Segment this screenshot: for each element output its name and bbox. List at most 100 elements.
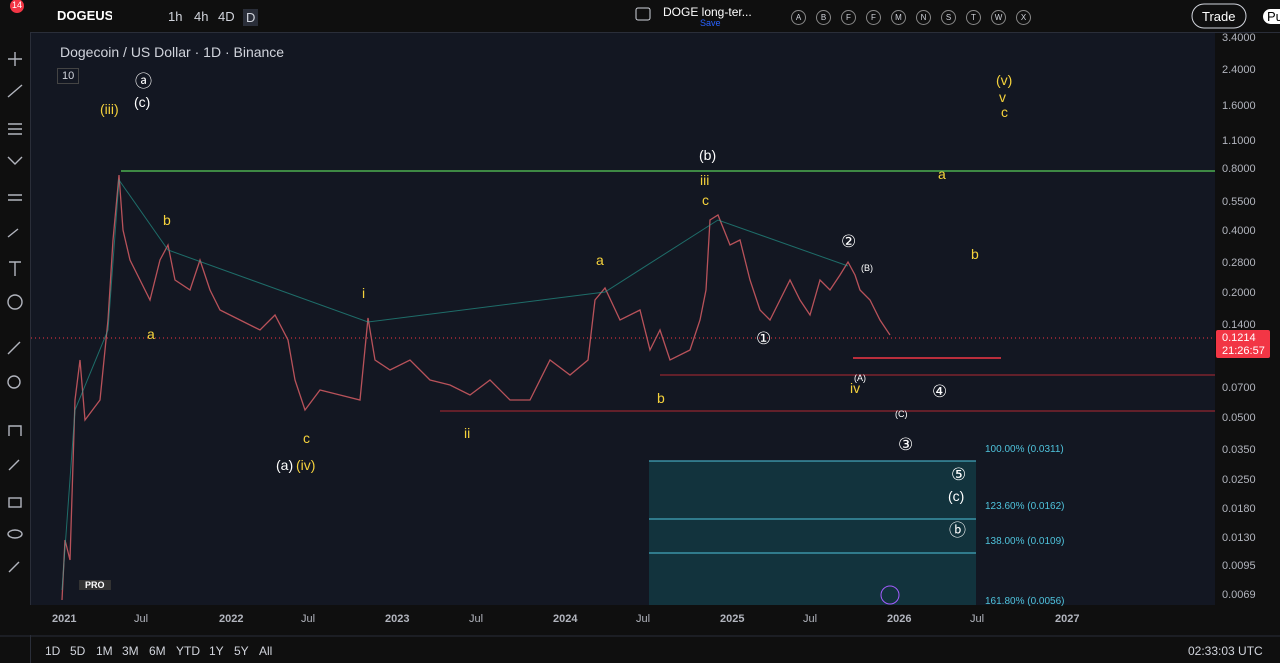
- publish-button[interactable]: Pu: [1263, 9, 1280, 24]
- wave-label: (c): [948, 488, 965, 504]
- price-path: [61, 174, 891, 601]
- wave-label: iv: [850, 380, 861, 396]
- price-label: 0.0130: [1222, 532, 1256, 544]
- wave-label: (iii): [100, 101, 119, 117]
- fib-label: 100.00% (0.0311): [985, 444, 1064, 455]
- logo: PRO: [79, 580, 111, 590]
- wave-label: i: [362, 285, 366, 301]
- wave-label: (b): [699, 147, 717, 163]
- time-label: Jul: [636, 613, 651, 625]
- range-button[interactable]: 5D: [70, 644, 86, 658]
- countdown: 21:26:57: [1222, 345, 1265, 357]
- wave-label: a: [147, 326, 155, 342]
- wave-label: (C): [895, 409, 908, 419]
- alert-letter[interactable]: S: [941, 10, 956, 25]
- layout-icon: [635, 7, 651, 21]
- range-button[interactable]: All: [259, 644, 273, 658]
- clock: 02:33:03 UTC: [1188, 644, 1263, 658]
- fib-label: 138.00% (0.0109): [985, 536, 1065, 547]
- time-label: Jul: [134, 613, 149, 625]
- price-label: 0.0500: [1222, 412, 1256, 424]
- price-label: 0.0700: [1222, 382, 1256, 394]
- drawing-toolbar: [0, 32, 31, 663]
- assistant-icon[interactable]: [880, 585, 900, 605]
- price-path-up: [61, 178, 849, 591]
- legend-title: Dogecoin / US Dollar · 1D · Binance: [60, 44, 285, 60]
- range-button[interactable]: 3M: [122, 644, 139, 658]
- layout-name[interactable]: DOGE long-ter...: [663, 5, 752, 19]
- interval[interactable]: 1h: [168, 9, 183, 24]
- wave-label: (A): [854, 373, 866, 383]
- time-label: 2025: [720, 613, 745, 625]
- legend-collapse[interactable]: 10: [57, 68, 80, 84]
- time-label: Jul: [970, 613, 985, 625]
- badge: 14: [12, 0, 23, 10]
- alert-letter[interactable]: A: [791, 10, 806, 25]
- price-label: 0.0095: [1222, 560, 1256, 572]
- price-label: 2.4000: [1222, 64, 1256, 76]
- time-label: 2027: [1055, 613, 1080, 625]
- top-toolbar: [0, 0, 1280, 33]
- alert-letter[interactable]: T: [966, 10, 981, 25]
- fib-label: 161.80% (0.0056): [985, 596, 1065, 607]
- alert-letter[interactable]: F: [866, 10, 881, 25]
- price-label: 0.0250: [1222, 474, 1256, 486]
- wave-label: b: [657, 390, 665, 406]
- interval[interactable]: 4D: [218, 9, 235, 24]
- symbol[interactable]: DOGEUSD: [57, 8, 112, 23]
- range-button[interactable]: 1D: [45, 644, 61, 658]
- wave-label: ⓑ: [949, 521, 966, 540]
- wave-label: a: [596, 252, 604, 268]
- wave-label: (iv): [296, 457, 316, 473]
- wave-label: (B): [861, 263, 873, 273]
- interval[interactable]: D: [243, 9, 259, 26]
- time-label: Jul: [301, 613, 316, 625]
- time-label: 2023: [385, 613, 410, 625]
- time-label: 2022: [219, 613, 244, 625]
- wave-label: c: [1001, 104, 1008, 120]
- wave-label: (c): [134, 94, 151, 110]
- alert-letter[interactable]: N: [916, 10, 931, 25]
- alert-letter[interactable]: B: [816, 10, 831, 25]
- wave-label: c: [303, 430, 310, 446]
- save-status: Save: [700, 18, 721, 28]
- alert-letter[interactable]: M: [891, 10, 906, 25]
- interval[interactable]: 4h: [194, 9, 209, 24]
- wave-label: ii: [464, 425, 471, 441]
- price-label: 0.0069: [1222, 589, 1256, 601]
- wave-label: ⑤: [951, 465, 967, 484]
- trade-button[interactable]: [1191, 3, 1247, 29]
- wave-label: ③: [898, 435, 914, 454]
- wave-label: (v): [996, 72, 1013, 88]
- last-price: 0.1214: [1222, 332, 1256, 344]
- range-button[interactable]: 6M: [149, 644, 166, 658]
- range-button[interactable]: YTD: [176, 644, 200, 658]
- wave-label: iii: [700, 172, 710, 188]
- last-price-tag: [1216, 330, 1270, 358]
- price-label: 0.0180: [1222, 503, 1256, 515]
- time-label: 2024: [553, 613, 578, 625]
- price-label: 0.2800: [1222, 257, 1256, 269]
- range-button[interactable]: 1Y: [209, 644, 224, 658]
- wave-label: ⓐ: [135, 72, 152, 91]
- price-label: 0.1400: [1222, 319, 1256, 331]
- range-button[interactable]: 1M: [96, 644, 113, 658]
- fib-zone: [649, 461, 976, 605]
- price-label: 3.4000: [1222, 32, 1256, 44]
- price-axis: [1215, 33, 1280, 605]
- price-label: 1.1000: [1222, 135, 1256, 147]
- alert-letter[interactable]: W: [991, 10, 1006, 25]
- wave-label: ①: [756, 329, 772, 348]
- price-label: 0.2000: [1222, 287, 1256, 299]
- alert-letter[interactable]: F: [841, 10, 856, 25]
- trade-button-label[interactable]: Trade: [1202, 9, 1236, 24]
- wave-label: ②: [841, 232, 857, 251]
- time-label: 2021: [52, 613, 77, 625]
- alert-letter[interactable]: X: [1016, 10, 1031, 25]
- price-label: 0.8000: [1222, 163, 1256, 175]
- price-label: 0.5500: [1222, 196, 1256, 208]
- range-button[interactable]: 5Y: [234, 644, 249, 658]
- time-label: Jul: [803, 613, 818, 625]
